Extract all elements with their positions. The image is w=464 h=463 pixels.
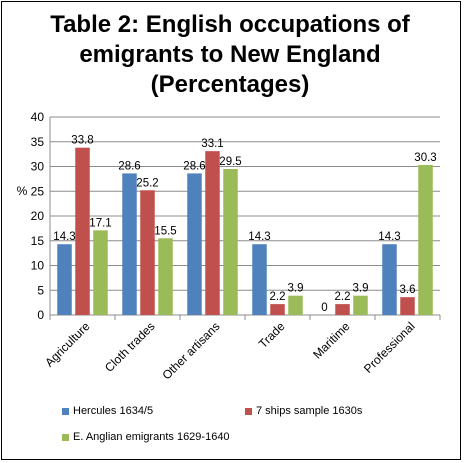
chart-title-line-2: emigrants to New England: [79, 41, 381, 68]
bar-trade-series-2: [288, 295, 303, 315]
data-label-0-0: 14.3: [53, 231, 75, 243]
bar-agriculture-series-2: [93, 230, 108, 315]
bar-other-artisans-series-0: [187, 173, 202, 315]
bar-agriculture-series-0: [57, 244, 72, 315]
legend-swatch-1: [245, 407, 252, 415]
bar-cloth-trades-series-0: [122, 173, 137, 315]
bar-professional-series-2: [418, 165, 433, 315]
x-tick-label-5: Professional: [361, 319, 418, 376]
bar-trade-series-1: [270, 304, 285, 315]
bar-professional-series-0: [382, 244, 397, 315]
data-label-1-1: 25.2: [136, 177, 158, 189]
x-tick-label-1: Cloth trades: [102, 319, 158, 375]
bar-cloth-trades-series-1: [140, 190, 155, 315]
y-tick-label-15: 15: [31, 234, 45, 248]
data-label-5-0: 14.3: [378, 231, 400, 243]
chart-title: Table 2: English occupations of emigrant…: [0, 10, 460, 100]
y-tick-label-35: 35: [31, 135, 45, 149]
x-tick-label-4: Maritime: [310, 319, 353, 362]
bar-professional-series-1: [400, 297, 415, 315]
legend-label-0: Hercules 1634/5: [73, 405, 154, 417]
data-label-4-1: 2.2: [335, 291, 351, 303]
data-label-3-1: 2.2: [270, 291, 286, 303]
y-tick-label-20: 20: [31, 209, 45, 223]
legend-item-0: Hercules 1634/5: [62, 405, 153, 417]
y-axis-label: %: [17, 184, 28, 198]
bar-other-artisans-series-1: [205, 151, 220, 315]
data-label-2-0: 28.6: [183, 160, 205, 172]
data-label-1-2: 15.5: [154, 225, 176, 237]
y-tick-label-25: 25: [31, 184, 45, 198]
bar-agriculture-series-1: [75, 147, 90, 315]
bar-trade-series-0: [252, 244, 267, 315]
data-label-2-1: 33.1: [201, 138, 223, 150]
data-label-5-1: 3.6: [400, 284, 416, 296]
data-label-3-2: 3.9: [288, 283, 304, 295]
chart-title-line-1: Table 2: English occupations of: [50, 11, 410, 38]
data-label-4-2: 3.9: [353, 283, 369, 295]
legend-label-1: 7 ships sample 1630s: [256, 405, 363, 417]
legend-label-2: E. Anglian emigrants 1629-1640: [73, 431, 230, 443]
legend-item-2: E. Anglian emigrants 1629-1640: [62, 431, 230, 443]
x-tick-label-3: Trade: [256, 319, 288, 351]
x-tick-label-2: Other artisans: [159, 319, 222, 382]
bar-cloth-trades-series-2: [158, 238, 173, 315]
x-tick-label-0: Agriculture: [42, 319, 93, 370]
data-label-4-0: 0: [321, 302, 327, 314]
y-tick-label-40: 40: [31, 110, 45, 124]
y-tick-label-0: 0: [37, 308, 44, 322]
data-label-5-2: 30.3: [414, 152, 436, 164]
legend-swatch-2: [62, 433, 69, 441]
chart-title-line-3: (Percentages): [150, 71, 310, 98]
bar-maritime-series-1: [335, 304, 350, 315]
legend-swatch-0: [62, 407, 69, 415]
data-label-0-2: 17.1: [89, 217, 111, 229]
bar-maritime-series-2: [353, 295, 368, 315]
data-label-1-0: 28.6: [118, 160, 140, 172]
data-label-2-2: 29.5: [219, 156, 241, 168]
y-tick-label-10: 10: [31, 259, 45, 273]
bar-other-artisans-series-2: [223, 168, 238, 315]
data-label-3-0: 14.3: [248, 231, 270, 243]
y-tick-label-30: 30: [31, 160, 45, 174]
legend-item-1: 7 ships sample 1630s: [245, 405, 362, 417]
y-tick-label-5: 5: [37, 283, 44, 297]
data-label-0-1: 33.8: [71, 135, 93, 147]
